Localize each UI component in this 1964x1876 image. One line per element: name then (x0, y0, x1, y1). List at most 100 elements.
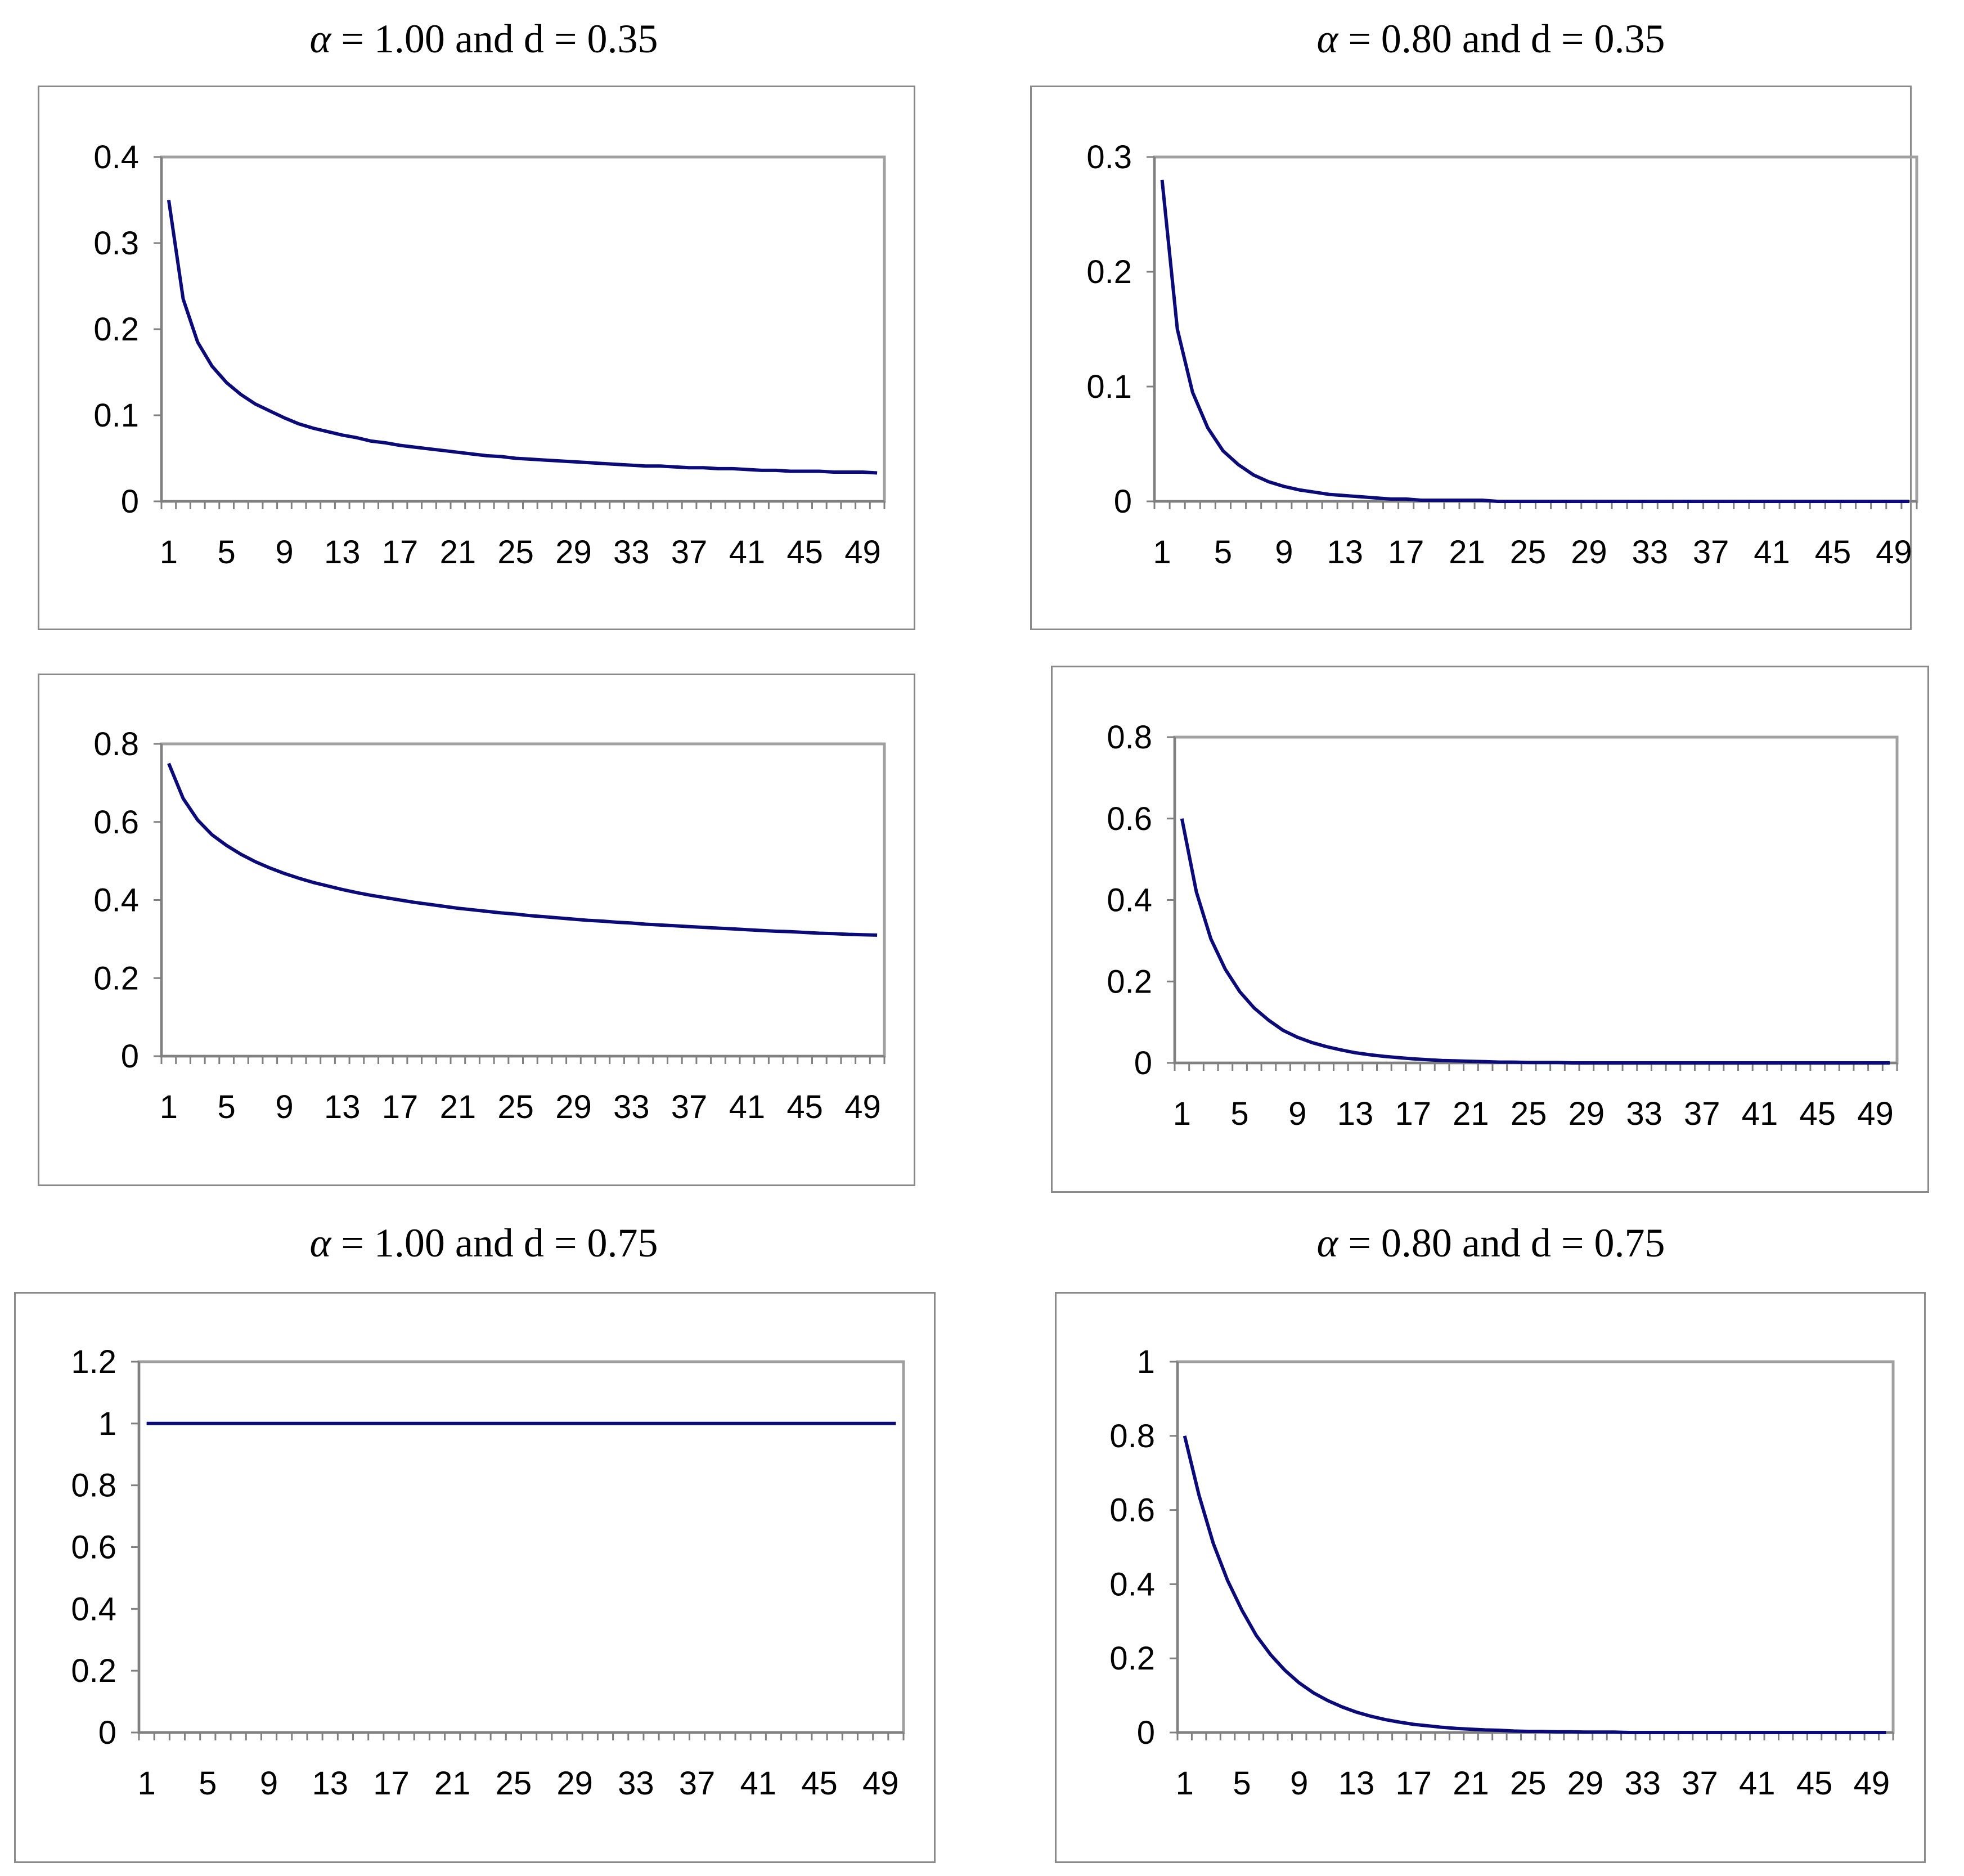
x-tick-label: 17 (1396, 1765, 1432, 1802)
chart-frame-middle-right (1051, 666, 1929, 1193)
data-point (1212, 1542, 1215, 1545)
title-bottom-right: α = 0.80 and d = 0.75 (1277, 1220, 1705, 1267)
y-tick-label: 0.8 (1109, 1418, 1155, 1455)
x-tick-label: 1 (1153, 534, 1171, 571)
chart-frame-bottom-left (14, 1292, 936, 1863)
y-tick-label: 0 (1114, 483, 1132, 520)
data-point (1526, 1730, 1530, 1733)
data-point (1412, 1723, 1415, 1726)
data-point (1598, 1730, 1602, 1734)
y-tick-label: 0.6 (93, 804, 139, 841)
data-point (1698, 1731, 1702, 1734)
x-tick-label: 9 (1290, 1765, 1308, 1802)
y-tick-label: 0.3 (93, 225, 139, 262)
x-tick-label: 25 (1510, 1765, 1547, 1802)
y-tick-label: 0.8 (93, 726, 139, 762)
x-tick-label: 25 (496, 1765, 532, 1802)
y-tick-label: 0.2 (1107, 963, 1152, 1000)
plot-area-border (1176, 1360, 1895, 1734)
y-tick-label: 0.1 (1086, 369, 1132, 405)
x-tick-label: 37 (671, 1089, 708, 1125)
data-point (1383, 1718, 1387, 1721)
x-tick-label: 29 (555, 534, 592, 571)
x-tick-label: 5 (199, 1765, 217, 1802)
x-tick-label: 17 (382, 534, 419, 571)
y-tick-label: 0.4 (93, 139, 139, 176)
x-tick-label: 25 (497, 534, 534, 571)
series-line (1183, 1435, 1886, 1734)
x-tick-label: 17 (373, 1765, 410, 1802)
x-tick-label: 21 (434, 1765, 471, 1802)
x-tick-label: 5 (218, 1089, 236, 1125)
x-tick-label: 1 (160, 534, 178, 571)
y-tick-label: 0.4 (93, 882, 139, 919)
title-top-right-text: = 0.80 and d = 0.35 (1338, 16, 1665, 61)
data-point (1441, 1726, 1444, 1729)
data-point (1799, 1731, 1802, 1734)
x-tick-label: 45 (1800, 1096, 1836, 1132)
x-tick-label: 5 (1214, 534, 1232, 571)
x-tick-label: 45 (801, 1765, 838, 1802)
x-tick-label: 29 (1568, 1096, 1605, 1132)
x-tick-label: 33 (613, 1089, 650, 1125)
x-tick-label: 25 (1511, 1096, 1547, 1132)
data-point (1855, 1731, 1859, 1734)
x-tick-label: 25 (497, 1089, 534, 1125)
data-point (1755, 1731, 1759, 1734)
x-tick-label: 29 (1567, 1765, 1604, 1802)
y-tick-label: 0.4 (1109, 1566, 1155, 1603)
x-tick-label: 33 (618, 1765, 654, 1802)
x-tick-label: 9 (1275, 534, 1293, 571)
chart-frame-top-right (1030, 86, 1912, 630)
y-tick-label: 0.3 (1086, 139, 1132, 176)
x-tick-label: 21 (440, 1089, 477, 1125)
y-tick-label: 1 (98, 1406, 116, 1442)
data-point (1670, 1731, 1673, 1734)
x-tick-label: 21 (1449, 534, 1485, 571)
data-point (1484, 1728, 1487, 1731)
x-tick-label: 37 (1693, 534, 1729, 571)
data-point (1555, 1730, 1558, 1734)
y-tick-label: 0.6 (1109, 1492, 1155, 1529)
data-point (1713, 1731, 1716, 1734)
x-tick-label: 1 (1173, 1096, 1191, 1132)
x-tick-label: 1 (137, 1765, 155, 1802)
data-point (1426, 1724, 1430, 1727)
x-tick-label: 13 (1338, 1765, 1375, 1802)
data-point (1655, 1731, 1659, 1734)
x-tick-label: 37 (671, 534, 708, 571)
y-tick-label: 0.2 (1109, 1640, 1155, 1677)
title-top-right-alpha: α (1316, 16, 1338, 61)
data-point (1498, 1729, 1501, 1732)
data-point (1455, 1727, 1458, 1730)
x-tick-label: 45 (787, 534, 823, 571)
data-point (1397, 1721, 1401, 1724)
x-tick-label: 9 (260, 1765, 278, 1802)
data-point (1469, 1727, 1473, 1731)
data-point (1741, 1731, 1745, 1734)
y-tick-label: 0 (1134, 1045, 1152, 1081)
title-bottom-left: α = 1.00 and d = 0.75 (270, 1220, 698, 1267)
y-tick-label: 1 (1137, 1344, 1155, 1380)
x-tick-label: 1 (160, 1089, 178, 1125)
x-tick-label: 1 (1176, 1765, 1194, 1802)
x-tick-label: 13 (324, 534, 361, 571)
x-tick-label: 49 (844, 534, 881, 571)
x-tick-label: 9 (1288, 1096, 1306, 1132)
x-tick-label: 41 (1754, 534, 1790, 571)
x-tick-label: 37 (1684, 1096, 1720, 1132)
y-tick-label: 0.2 (71, 1653, 116, 1689)
x-tick-label: 45 (787, 1089, 823, 1125)
series-line (167, 762, 878, 937)
x-tick-label: 21 (1453, 1096, 1489, 1132)
data-point (1884, 1731, 1887, 1734)
data-point (1813, 1731, 1816, 1734)
data-point (1570, 1730, 1573, 1734)
data-point (1283, 1668, 1287, 1672)
